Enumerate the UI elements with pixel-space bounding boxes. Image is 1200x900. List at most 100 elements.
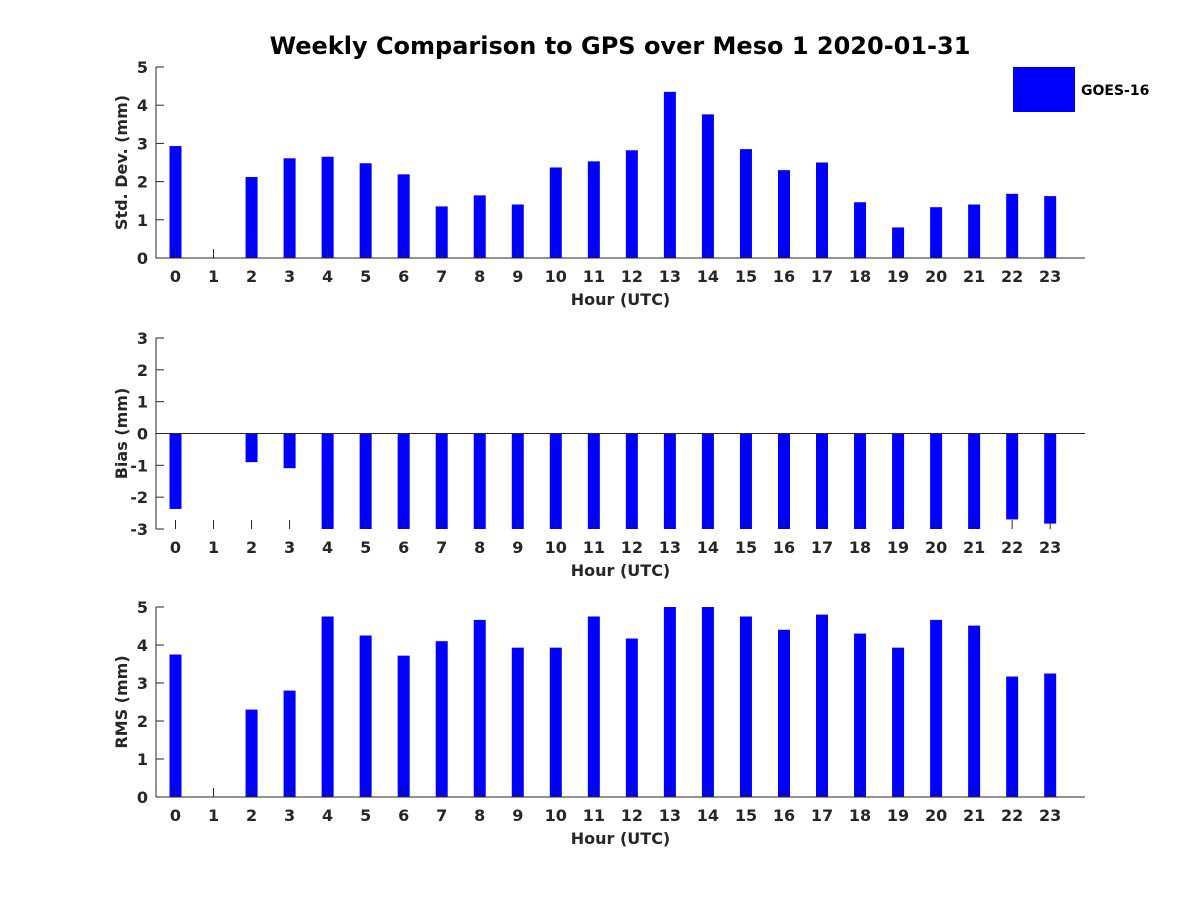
std-dev-bar-hour-4 (321, 156, 334, 258)
bias-bar-hour-23 (1044, 433, 1057, 524)
rms-bar-hour-5 (359, 635, 372, 797)
std-dev-x-tick-label: 18 (849, 267, 871, 286)
std-dev-x-tick-label: 14 (697, 267, 719, 286)
std-dev-bar-hour-6 (397, 174, 410, 258)
rms-x-tick-label: 15 (735, 806, 757, 825)
legend-swatch (1013, 67, 1075, 112)
bias-x-tick-label: 18 (849, 538, 871, 557)
std-dev-y-axis-label: Std. Dev. (mm) (112, 95, 131, 230)
std-dev-x-tick-label: 6 (398, 267, 409, 286)
bias-x-tick-label: 11 (583, 538, 605, 557)
bias-x-tick-label: 9 (512, 538, 523, 557)
bias-bar-hour-6 (397, 433, 410, 529)
std-dev-bar-hour-22 (1006, 193, 1019, 258)
bias-bar-hour-10 (549, 433, 562, 529)
bias-y-tick-label: 0 (137, 425, 148, 444)
bias-x-tick-label: 10 (545, 538, 567, 557)
bias-x-tick-label: 21 (963, 538, 985, 557)
rms-x-tick-label: 0 (170, 806, 181, 825)
bias-bar-hour-3 (283, 433, 296, 469)
bias-bar-hour-19 (892, 433, 905, 529)
bias-x-tick-label: 13 (659, 538, 681, 557)
rms-x-tick-label: 12 (621, 806, 643, 825)
std-dev-bar-hour-5 (359, 163, 372, 258)
std-dev-x-tick-label: 2 (246, 267, 257, 286)
rms-bar-hour-18 (854, 633, 867, 797)
std-dev-bar-hour-12 (625, 150, 638, 258)
std-dev-bar-hour-19 (892, 227, 905, 258)
bias-bar-hour-5 (359, 433, 372, 529)
rms-x-tick-label: 21 (963, 806, 985, 825)
std-dev-y-tick-label: 1 (137, 211, 148, 230)
std-dev-bar-hour-21 (968, 204, 981, 258)
bias-bar-hour-17 (816, 433, 829, 529)
rms-x-tick-label: 10 (545, 806, 567, 825)
rms-x-tick-label: 20 (925, 806, 947, 825)
std-dev-x-tick-label: 8 (474, 267, 485, 286)
chart-title: Weekly Comparison to GPS over Meso 1 202… (270, 32, 971, 60)
legend-label: GOES-16 (1081, 83, 1149, 99)
std-dev-bar-hour-16 (777, 170, 790, 258)
bias-bar-hour-8 (473, 433, 486, 529)
bias-bar-hour-18 (854, 433, 867, 529)
bias-x-tick-label: 2 (246, 538, 257, 557)
rms-x-tick-label: 1 (208, 806, 219, 825)
rms-x-tick-label: 17 (811, 806, 833, 825)
std-dev-x-tick-label: 23 (1039, 267, 1061, 286)
std-dev-x-tick-label: 7 (436, 267, 447, 286)
bias-x-tick-label: 8 (474, 538, 485, 557)
rms-x-axis-label: Hour (UTC) (571, 829, 671, 848)
bias-x-tick-label: 5 (360, 538, 371, 557)
bias-x-tick-label: 17 (811, 538, 833, 557)
std-dev-x-tick-label: 10 (545, 267, 567, 286)
std-dev-x-tick-label: 16 (773, 267, 795, 286)
std-dev-bar-hour-15 (739, 149, 752, 258)
bias-bar-hour-4 (321, 433, 334, 529)
rms-bar-hour-0 (169, 654, 182, 797)
bias-x-tick-label: 0 (170, 538, 181, 557)
std-dev-y-tick-label: 0 (137, 249, 148, 268)
bias-bar-hour-7 (435, 433, 448, 529)
bias-x-axis-label: Hour (UTC) (571, 561, 671, 580)
std-dev-bar-hour-8 (473, 195, 486, 258)
bias-bar-hour-13 (663, 433, 676, 529)
rms-x-tick-label: 11 (583, 806, 605, 825)
rms-bar-hour-11 (587, 616, 600, 797)
rms-y-tick-label: 2 (137, 712, 148, 731)
bias-bar-hour-11 (587, 433, 600, 529)
std-dev-x-axis-label: Hour (UTC) (571, 290, 671, 309)
rms-x-tick-label: 18 (849, 806, 871, 825)
std-dev-bar-hour-23 (1044, 196, 1057, 258)
legend: GOES-16 (1013, 67, 1149, 112)
rms-x-tick-label: 6 (398, 806, 409, 825)
bias-bar-hour-20 (930, 433, 943, 529)
rms-bar-hour-17 (816, 614, 829, 797)
std-dev-x-tick-label: 17 (811, 267, 833, 286)
std-dev-bar-hour-9 (511, 204, 524, 258)
rms-x-tick-label: 9 (512, 806, 523, 825)
bias-bar-hour-16 (777, 433, 790, 529)
bias-bar-hour-0 (169, 433, 182, 509)
bias-y-tick-label: -1 (130, 456, 148, 475)
rms-bar-hour-19 (892, 647, 905, 797)
std-dev-x-tick-label: 19 (887, 267, 909, 286)
rms-y-axis-label: RMS (mm) (112, 655, 131, 748)
rms-x-tick-label: 5 (360, 806, 371, 825)
bias-y-axis-label: Bias (mm) (112, 388, 131, 480)
bias-y-tick-label: 2 (137, 361, 148, 380)
rms-y-tick-label: 3 (137, 674, 148, 693)
rms-bar-hour-7 (435, 641, 448, 797)
rms-x-tick-label: 4 (322, 806, 333, 825)
rms-bar-hour-13 (663, 607, 676, 797)
rms-x-tick-label: 16 (773, 806, 795, 825)
bias-x-tick-label: 15 (735, 538, 757, 557)
bias-bar-hour-12 (625, 433, 638, 529)
std-dev-x-tick-label: 11 (583, 267, 605, 286)
std-dev-x-tick-label: 22 (1001, 267, 1023, 286)
rms-bar-hour-2 (245, 709, 258, 797)
std-dev-x-tick-label: 20 (925, 267, 947, 286)
